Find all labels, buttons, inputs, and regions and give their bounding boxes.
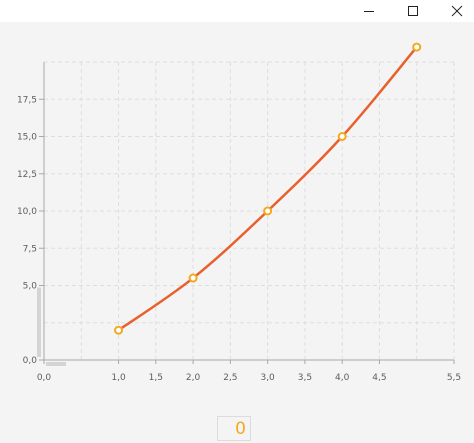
y-tick-label: 10,0 (17, 207, 37, 217)
y-tick-label: 17,5 (17, 95, 37, 105)
x-tick-label: 1,5 (149, 373, 163, 383)
x-tick-label: 3,0 (260, 373, 275, 383)
x-tick-label: 2,0 (186, 373, 201, 383)
maximize-icon (408, 6, 418, 16)
x-tick-label: 5,5 (447, 373, 461, 383)
y-tick-label: 7,5 (23, 244, 37, 254)
content-area: 0,0 1,0 1,5 2,0 2,5 3,0 3,5 4,0 4,5 5,5 0,0 5,0 7,5 1… (0, 22, 474, 443)
close-icon (451, 5, 463, 17)
y-axis-range-indicator (37, 287, 41, 357)
x-axis-range-indicator (46, 362, 66, 366)
y-tick-label: 15,0 (17, 133, 37, 143)
counter-value: 0 (235, 418, 246, 439)
minimize-button[interactable] (349, 0, 389, 22)
x-tick-label: 0,0 (37, 373, 52, 383)
line-chart: 0,0 1,0 1,5 2,0 2,5 3,0 3,5 4,0 4,5 5,5 0,0 5,0 7,5 1… (17, 42, 461, 383)
x-tick-label: 1,0 (111, 373, 126, 383)
x-tick-label: 4,5 (372, 373, 386, 383)
data-point (114, 325, 124, 335)
y-tick-label: 0,0 (23, 356, 38, 366)
x-tick-label: 2,5 (223, 373, 237, 383)
y-tick-label: 5,0 (23, 282, 38, 292)
x-tick-label: 3,5 (298, 373, 312, 383)
title-bar (0, 0, 474, 22)
x-tick-label: 4,0 (335, 373, 350, 383)
data-point (263, 206, 273, 216)
data-point (412, 42, 422, 52)
counter-display: 0 (217, 416, 251, 441)
data-point (337, 132, 347, 141)
minimize-icon (364, 11, 374, 12)
close-button[interactable] (437, 0, 474, 22)
maximize-button[interactable] (393, 0, 433, 22)
y-tick-label: 12,5 (17, 170, 37, 180)
data-point (188, 273, 198, 283)
